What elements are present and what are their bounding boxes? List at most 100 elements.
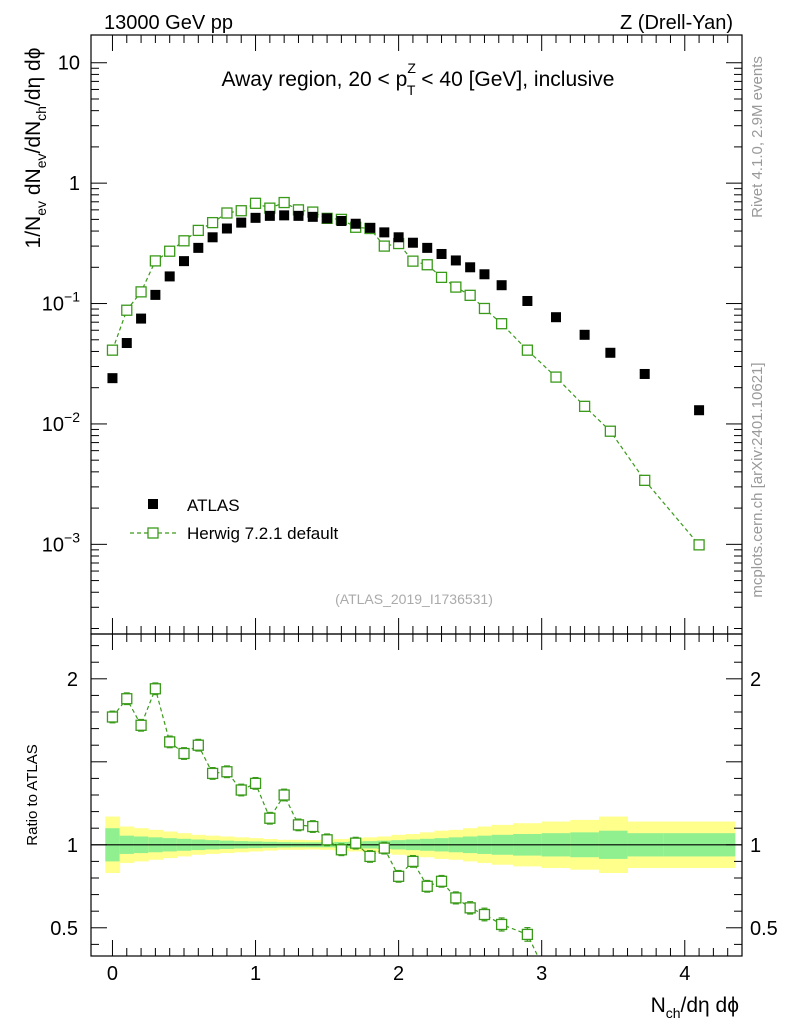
- ratio-series-group: [106, 682, 539, 956]
- atlas-marker: [407, 237, 418, 248]
- ratio-marker: [106, 711, 119, 723]
- x-tick-label: 3: [536, 963, 547, 985]
- atlas-marker: [307, 211, 318, 222]
- herwig-line: [111, 201, 700, 546]
- x-tick-label: 2: [393, 963, 404, 985]
- header-left-label: 13000 GeV pp: [104, 12, 233, 34]
- ratio-marker: [135, 719, 147, 731]
- atlas-marker: [365, 222, 375, 233]
- atlas-marker: [250, 212, 261, 223]
- herwig-marker: [278, 196, 290, 209]
- ratio-y-tick-label-right: 0.5: [750, 918, 778, 940]
- ratio-marker: [307, 820, 319, 833]
- legend-atlas-label: ATLAS: [187, 496, 240, 515]
- main-panel: 10 1 10−1 10−2 10−3 Away region, 20 < pZ T < 4…: [22, 34, 743, 635]
- herwig-marker: [149, 255, 162, 267]
- ratio-marker: [435, 875, 448, 887]
- ratio-marker: [321, 834, 333, 846]
- y-tick-label: 1: [69, 173, 80, 195]
- atlas-marker: [293, 210, 304, 221]
- x-tick-label: 0: [107, 963, 118, 985]
- ratio-marker: [335, 844, 348, 856]
- ratio-marker: [392, 870, 405, 882]
- herwig-marker: [378, 240, 390, 252]
- herwig-marker: [578, 400, 591, 412]
- herwig-marker: [135, 286, 147, 298]
- y-axis-label: 1/Nev dNev/dNch/dη dϕ: [22, 48, 49, 249]
- atlas-marker: [522, 295, 533, 306]
- herwig-marker: [192, 224, 204, 237]
- y-tick-label: 10−2: [42, 409, 80, 436]
- atlas-marker: [207, 232, 218, 243]
- ratio-marker: [249, 777, 262, 790]
- atlas-marker: [150, 289, 161, 300]
- ratio-y-tick-label-left: 2: [67, 669, 78, 691]
- ratio-frame: [90, 633, 743, 957]
- ratio-y-tick-label-right: 2: [750, 669, 761, 691]
- herwig-marker: [450, 281, 462, 293]
- herwig-marker: [604, 425, 617, 437]
- analysis-watermark: (ATLAS_2019_I1736531): [335, 591, 493, 607]
- herwig-marker: [164, 245, 176, 257]
- ratio-marker: [292, 819, 305, 831]
- atlas-marker: [136, 313, 147, 324]
- atlas-marker: [350, 218, 361, 229]
- atlas-marker: [694, 405, 705, 416]
- atlas-marker: [107, 373, 118, 384]
- atlas-marker: [336, 215, 347, 226]
- ratio-marker: [206, 767, 219, 780]
- main-frame: [90, 34, 743, 635]
- ratio-y-tick-label-left: 0.5: [50, 918, 78, 940]
- mcplots-label: mcplots.cern.ch [arXiv:2401.10621]: [749, 362, 766, 597]
- ratio-y-tick-label-right: 1: [750, 835, 761, 857]
- herwig-marker: [464, 289, 476, 301]
- ratio-marker: [235, 784, 247, 796]
- ratio-y-axis-label: Ratio to ATLAS: [24, 744, 41, 845]
- herwig-marker: [639, 474, 651, 486]
- x-tick-label: 4: [679, 963, 690, 985]
- herwig-marker: [521, 344, 534, 356]
- ratio-marker: [350, 837, 362, 849]
- ratio-marker: [450, 892, 462, 904]
- herwig-marker: [121, 304, 133, 316]
- atlas-marker: [551, 312, 561, 323]
- atlas-marker: [479, 269, 490, 280]
- atlas-marker: [322, 213, 333, 224]
- y-tick-label: 10−3: [42, 529, 80, 556]
- herwig-marker: [178, 235, 190, 247]
- ratio-marker: [478, 908, 491, 921]
- ratio-marker: [421, 880, 433, 892]
- atlas-marker: [422, 242, 433, 253]
- atlas-marker: [193, 242, 204, 253]
- herwig-marker: [478, 302, 491, 315]
- herwig-marker: [550, 371, 562, 383]
- atlas-marker: [393, 232, 404, 243]
- ratio-marker: [221, 766, 233, 778]
- ratio-marker: [521, 928, 534, 941]
- atlas-marker: [450, 255, 461, 266]
- ratio-marker: [178, 747, 190, 760]
- atlas-marker: [579, 329, 590, 340]
- atlas-marker: [179, 256, 189, 267]
- herwig-marker: [221, 207, 233, 219]
- rivet-version-label: Rivet 4.1.0, 2.9M events: [749, 56, 766, 218]
- plot-title: Away region, 20 < pZ T < 40 [GeV], inclus…: [222, 60, 615, 98]
- atlas-marker: [221, 223, 232, 234]
- ratio-marker: [278, 789, 290, 801]
- ratio-marker: [464, 902, 476, 914]
- x-axis-label: Nch/dη dϕ: [651, 994, 739, 1021]
- atlas-marker: [496, 280, 507, 291]
- herwig-marker: [435, 271, 448, 284]
- ratio-y-tick-label-left: 1: [67, 835, 78, 857]
- herwig-marker: [106, 344, 119, 356]
- ratio-marker: [378, 842, 390, 854]
- ratio-marker: [364, 850, 376, 863]
- herwig-marker: [495, 318, 508, 330]
- legend-atlas-marker: [148, 499, 158, 509]
- herwig-marker: [421, 259, 433, 271]
- herwig-marker: [206, 216, 219, 229]
- y-tick-label: 10: [58, 53, 80, 75]
- atlas-marker: [436, 248, 447, 259]
- herwig-marker: [235, 205, 247, 217]
